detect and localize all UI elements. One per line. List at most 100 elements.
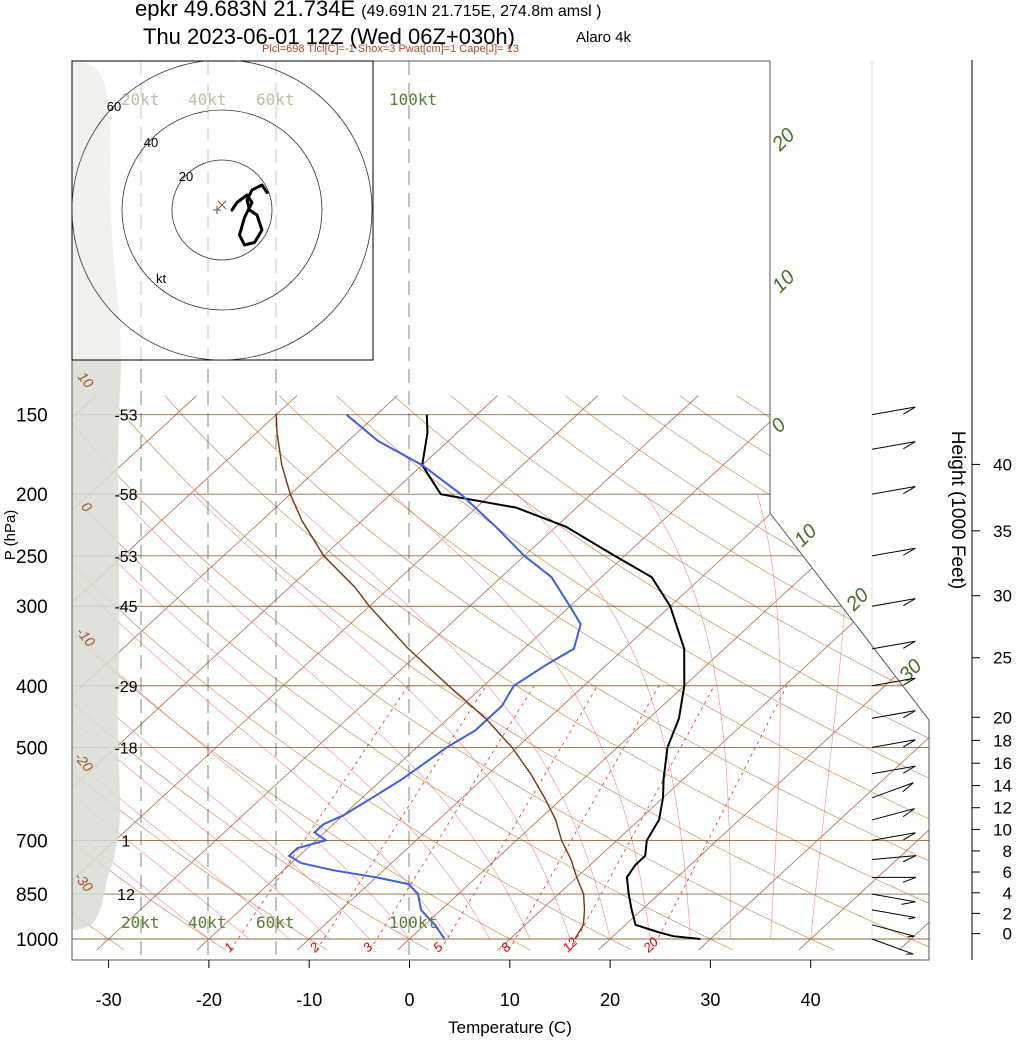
station-line: epkr 49.683N 21.734E: [135, 0, 356, 21]
wind-barb-flag: [902, 782, 914, 793]
x-tick-label: -30: [96, 990, 122, 1010]
isotherm-line: [72, 395, 498, 951]
dry-adiabat-line: [221, 395, 929, 951]
isotherm-label: 0: [767, 414, 790, 437]
level-temperature-label: -29: [114, 679, 137, 696]
x-tick-label: 0: [404, 990, 414, 1010]
pressure-tick-label: 500: [16, 738, 48, 759]
moist-adiabat-line: [756, 494, 781, 940]
wind-barb: [871, 598, 916, 607]
isotherm-line: [698, 395, 929, 951]
dry-adiabat-line: [72, 395, 429, 951]
wind-barb-flag: [907, 935, 915, 938]
dry-adiabat-line: [164, 395, 929, 951]
mixing-ratio-label: 3: [360, 939, 376, 955]
time-line: Thu 2023-06-01 12Z (Wed 06Z+030h): [143, 24, 515, 49]
x-tick-label: 10: [500, 990, 520, 1010]
time-title: Thu 2023-06-01 12Z (Wed 06Z+030h): [143, 24, 515, 50]
hodograph-mean-wind-mark: [217, 200, 227, 210]
wind-barb-flag: [903, 855, 917, 863]
height-tick-label: 20: [993, 708, 1012, 727]
level-temperature-label: -53: [114, 549, 137, 566]
wind-barb-staff: [871, 547, 916, 557]
wind-barb-staff: [871, 710, 916, 719]
x-tick-label: 20: [600, 990, 620, 1010]
wind-barb-flag: [902, 808, 915, 818]
wind-barb-flag: [902, 876, 917, 883]
x-tick-label: 40: [801, 990, 821, 1010]
wind-barb: [871, 765, 916, 775]
height-tick-label: 16: [993, 754, 1012, 773]
dry-adiabat-line: [393, 395, 929, 951]
temperature-curve: [421, 414, 701, 940]
wind-barb: [871, 938, 914, 955]
wind-barb-staff: [871, 739, 916, 748]
wind-barb-flag: [908, 917, 916, 920]
height-tick-label: 2: [1003, 904, 1012, 923]
hodograph-inner: [72, 61, 373, 360]
dry-adiabat-line: [450, 395, 929, 951]
dry-adiabat-line: [507, 395, 929, 951]
hodograph-storm-motion-mark: [213, 206, 221, 214]
wind-barb: [871, 909, 916, 920]
wind-barb-staff: [871, 832, 916, 841]
wind-barb-flag: [903, 710, 916, 719]
isotherm-label: 20: [841, 584, 873, 616]
moist-adiabat-line: [72, 494, 210, 940]
height-axis-title: Height (1000 Feet): [947, 431, 968, 589]
dry-adiabat-line: [107, 395, 929, 951]
wind-barb-staff: [871, 782, 914, 799]
isotherm-label: 20: [767, 124, 799, 156]
pressure-tick-label: 150: [16, 406, 48, 427]
isotherm-line: [96, 395, 699, 951]
dry-adiabat-line: [679, 395, 929, 951]
wind-barb-flag: [903, 406, 916, 415]
wind-barb: [871, 808, 915, 821]
pressure-tick-label: 1000: [16, 930, 58, 951]
wind-barb: [871, 406, 916, 416]
wind-barb-staff: [871, 909, 916, 919]
wind-barb: [871, 486, 916, 495]
wind-barb-staff: [871, 855, 916, 860]
dry-adiabat-line: [278, 395, 929, 951]
wind-barb: [871, 855, 917, 863]
x-tick-label: 30: [700, 990, 720, 1010]
wind-barb-staff: [871, 808, 915, 821]
isobar-lines: [72, 414, 929, 940]
hodograph-unit-label: kt: [156, 271, 167, 286]
isotherm-line: [196, 395, 799, 951]
isotherm-label: 10: [790, 520, 821, 551]
moist-adiabat-line: [72, 493, 450, 940]
level-temperature-label: -53: [114, 408, 137, 425]
station-detail: (49.691N 21.715E, 274.8m amsl ): [361, 3, 602, 20]
dry-adiabat-line: [72, 395, 835, 951]
isotherm-label: 10: [768, 266, 799, 297]
wind-barb: [871, 782, 914, 799]
pressure-tick-label: 850: [16, 885, 48, 906]
height-tick-label: 18: [993, 731, 1012, 750]
level-temperature-label: -45: [114, 599, 137, 616]
hodograph-trace: [230, 183, 269, 247]
parcel-curve: [275, 414, 586, 940]
wind-barb-staff: [871, 406, 916, 416]
height-tick-label: 25: [993, 649, 1012, 668]
dry-adiabat-line: [72, 395, 734, 951]
station-title: epkr 49.683N 21.734E (49.691N 21.715E, 2…: [135, 0, 601, 22]
x-axis-title: Temperature (C): [448, 1018, 572, 1037]
wind-barb-staff: [871, 938, 914, 955]
wind-barb-flag: [903, 677, 916, 686]
hodograph-ring-label: 40: [144, 135, 158, 150]
wind-barb: [871, 547, 916, 557]
wind-barb-flag: [903, 547, 916, 556]
moist-adiabat-line: [644, 494, 731, 939]
height-tick-label: 4: [1003, 884, 1012, 903]
height-tick-label: 12: [993, 799, 1012, 818]
wind-barb-flag: [901, 901, 916, 905]
indices-line: Plcl=698 Tlcl[C]=-1 Shox=3 Pwat[cm]=1 Ca…: [262, 43, 519, 55]
hodograph-ring-label: 20: [179, 169, 193, 184]
pressure-tick-label: 300: [16, 597, 48, 618]
wind-barb-flag: [903, 832, 916, 841]
mixing-ratio-label: 1: [221, 939, 237, 955]
dry-adiabat-line: [72, 395, 226, 951]
isotherm-line: [72, 395, 298, 951]
